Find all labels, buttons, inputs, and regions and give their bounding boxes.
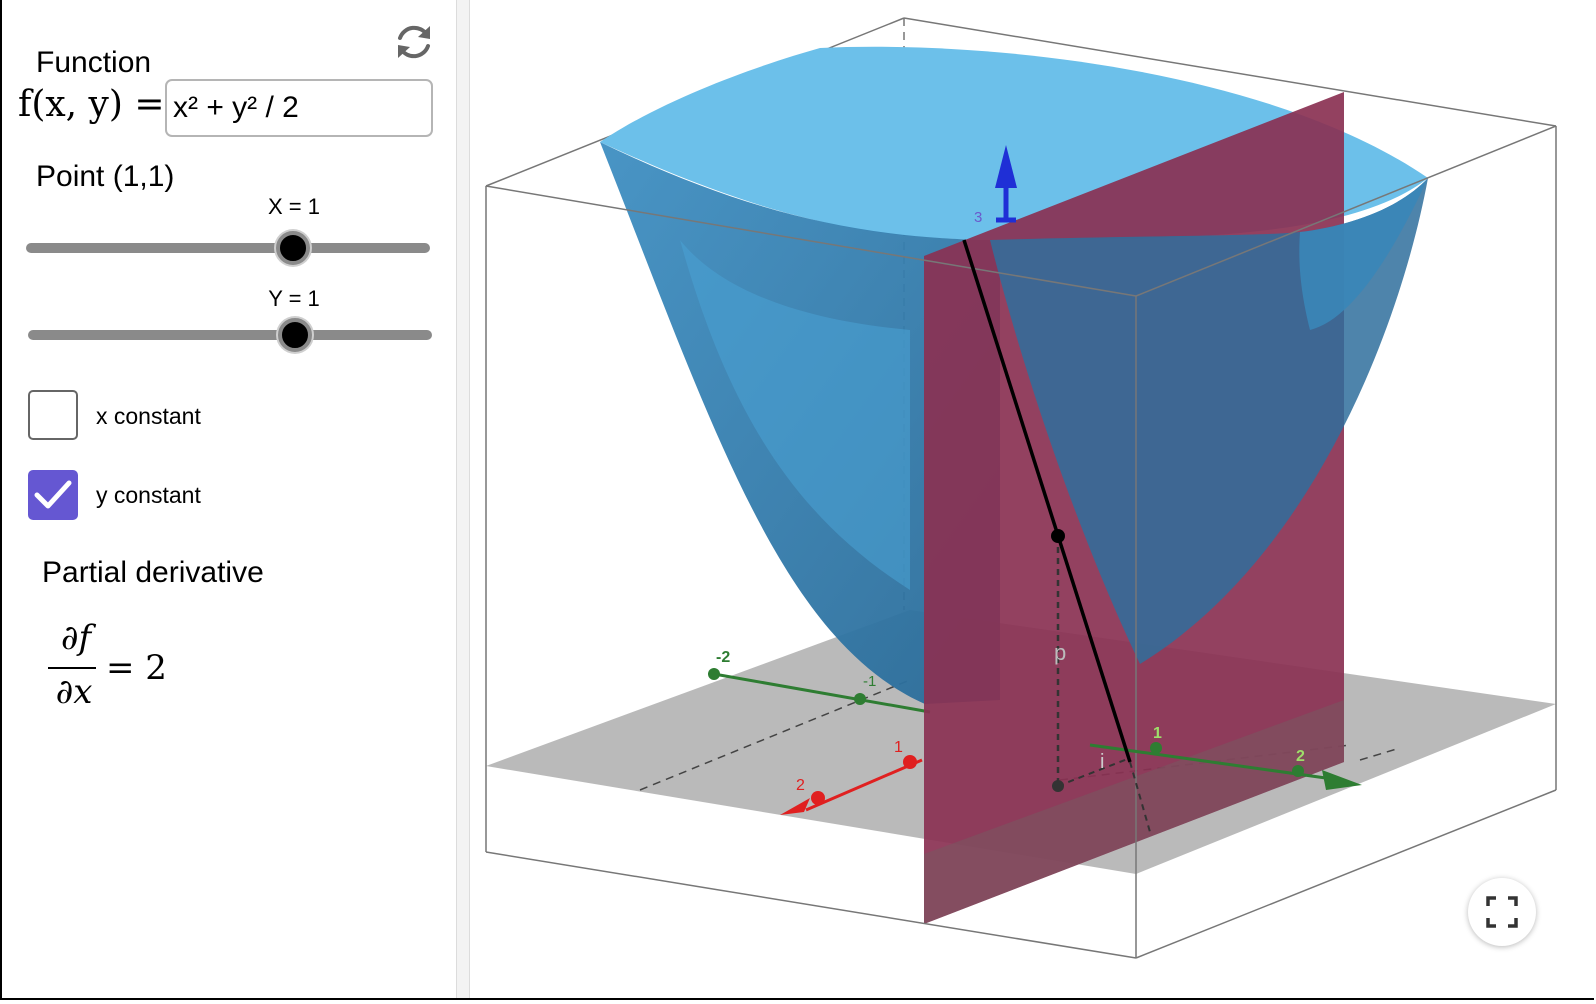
z-axis <box>995 145 1017 223</box>
derivative-denominator: ∂x <box>55 672 93 712</box>
y-tick-2: 2 <box>1296 748 1305 765</box>
surface-point[interactable] <box>1051 529 1065 543</box>
x-tick-1: 1 <box>894 739 903 756</box>
derivative-numerator: ∂f <box>60 618 92 658</box>
y-tick-neg2: -2 <box>716 649 730 666</box>
graphics-3d-view[interactable]: 3 -2 -1 1 2 1 2 p i <box>470 0 1594 998</box>
fullscreen-button[interactable] <box>1468 878 1536 946</box>
fullscreen-icon <box>1486 896 1518 928</box>
algebra-panel: Function f(x, y) = x² + y² / 2 Point (1,… <box>2 0 456 998</box>
fraction-bar <box>48 667 96 669</box>
y-constant-label[interactable]: y constant <box>96 482 201 508</box>
function-prefix: f(x, y) = <box>18 84 165 125</box>
y-axis <box>1089 742 1362 790</box>
bounding-box-front <box>485 125 1557 959</box>
base-point[interactable] <box>1052 780 1064 792</box>
tangent-line <box>962 239 1132 763</box>
y-slider-label: Y = 1 <box>268 286 320 311</box>
y-axis-back <box>708 668 931 714</box>
y-slider-track[interactable] <box>28 330 432 340</box>
i-label: i <box>1100 751 1104 773</box>
x-slider-label: X = 1 <box>268 194 320 219</box>
function-caption: Function <box>36 46 152 79</box>
checkmark-icon <box>34 480 72 509</box>
derivative-result: = 2 <box>106 648 167 688</box>
panel-divider[interactable] <box>456 0 470 998</box>
reset-button[interactable] <box>390 18 438 66</box>
point-caption: Point (1,1) <box>36 160 175 193</box>
x-slider-track[interactable] <box>26 243 430 253</box>
point-label: p <box>1054 640 1066 665</box>
function-input[interactable]: x² + y² / 2 <box>165 79 433 137</box>
refresh-icon <box>398 25 430 59</box>
x-slider-thumb[interactable] <box>276 231 310 265</box>
partial-derivative-caption: Partial derivative <box>42 556 264 589</box>
x-constant-checkbox[interactable] <box>28 390 78 440</box>
x-tick-2: 2 <box>796 777 805 794</box>
y-tick-1: 1 <box>1153 725 1162 742</box>
graphics-3d-canvas[interactable]: 3 -2 -1 1 2 1 2 p i <box>470 0 1594 998</box>
y-tick-neg1: -1 <box>863 673 876 690</box>
x-axis <box>780 755 923 815</box>
x-constant-label[interactable]: x constant <box>96 403 201 429</box>
z-tick-label: 3 <box>974 209 982 226</box>
y-constant-checkbox[interactable] <box>28 470 78 520</box>
y-slider-thumb[interactable] <box>278 318 312 352</box>
